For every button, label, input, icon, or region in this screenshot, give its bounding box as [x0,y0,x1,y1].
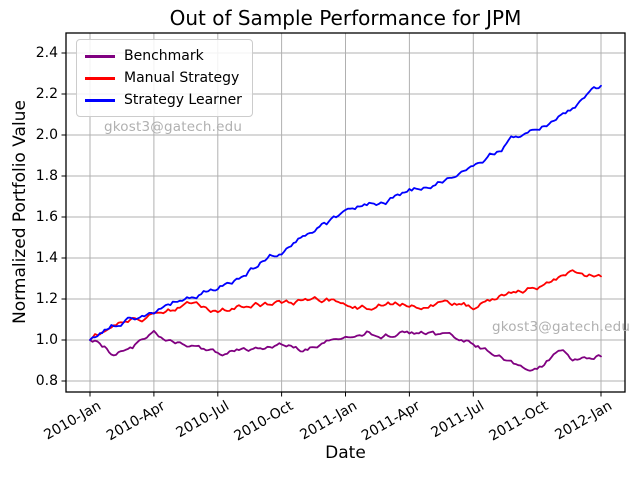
y-tick-label-1.2: 1.2 [35,291,58,307]
y-tick-label-2.0: 2.0 [35,127,58,143]
watermark-top-left: gkost3@gatech.edu [104,119,243,135]
series-line-benchmark [89,329,602,372]
legend-swatch-strategy-learner [85,98,115,102]
legend-item-strategy-learner: Strategy Learner [85,89,242,111]
y-tick-label-1.6: 1.6 [35,209,58,225]
legend-item-manual-strategy: Manual Strategy [85,67,242,89]
x-axis-label: Date [325,443,366,463]
legend-label-strategy-learner: Strategy Learner [124,92,242,108]
y-tick-label-1.4: 1.4 [35,250,58,266]
legend: Benchmark Manual Strategy Strategy Learner [76,39,253,117]
chart-title: Out of Sample Performance for JPM [169,6,522,30]
series-line-manual-strategy [89,269,602,341]
y-tick-label-1.0: 1.0 [35,332,58,348]
legend-swatch-benchmark [85,54,115,58]
y-tick-label-2.2: 2.2 [35,86,58,102]
y-tick-label-0.8: 0.8 [35,373,58,389]
legend-swatch-manual-strategy [85,76,115,80]
plot-border [65,32,626,393]
series-line-strategy-learner [89,84,602,341]
gridlines [66,33,625,392]
legend-label-benchmark: Benchmark [124,48,204,64]
axis-tick-marks [61,52,602,397]
legend-item-benchmark: Benchmark [85,45,242,67]
legend-label-manual-strategy: Manual Strategy [124,70,240,86]
y-tick-label-1.8: 1.8 [35,168,58,184]
y-tick-label-2.4: 2.4 [35,45,58,61]
watermark-bottom-right: gkost3@gatech.edu [492,319,631,335]
